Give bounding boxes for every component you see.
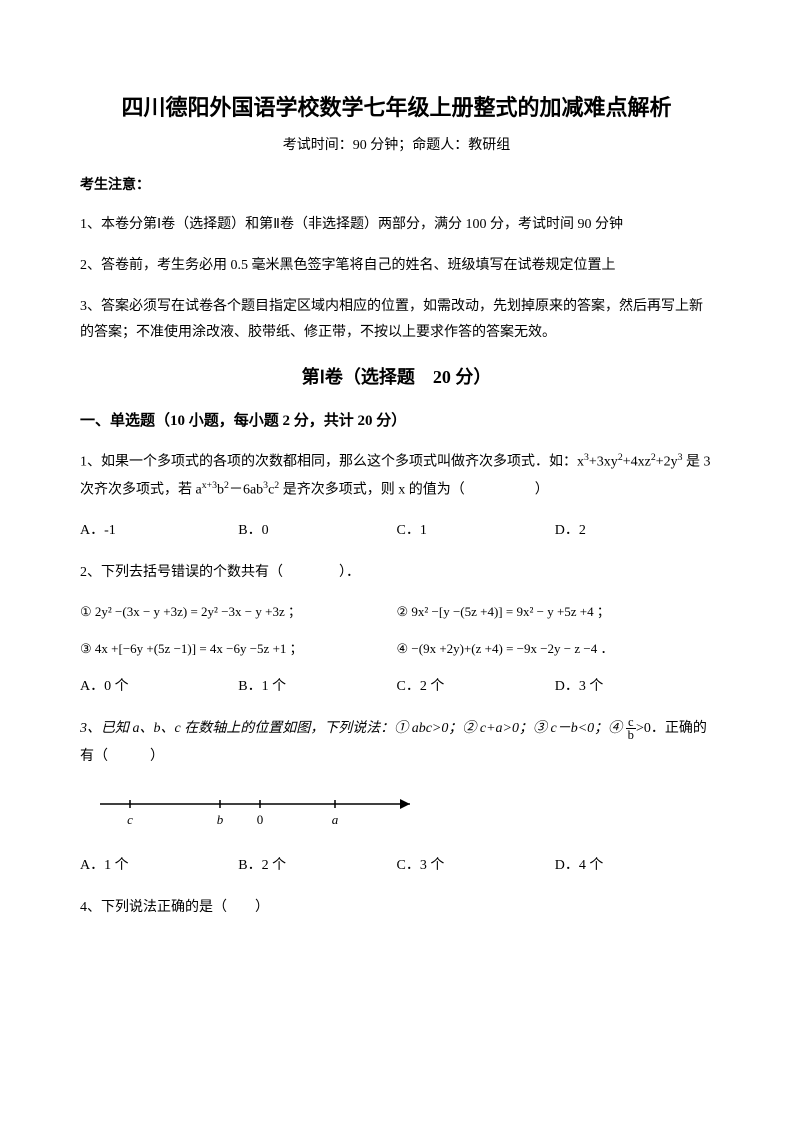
q2-eq-3: ③ 4x +[−6y +(5z −1)] = 4x −6y −5z +1 ； bbox=[80, 638, 397, 657]
q1-text-4: +2y bbox=[656, 454, 678, 469]
q2-eq-1: ① 2y² −(3x − y +3z) = 2y² −3x − y +3z ； bbox=[80, 601, 397, 620]
q1-text-1: 1、如果一个多项式的各项的次数都相同，那么这个多项式叫做齐次多项式．如：x bbox=[80, 454, 584, 469]
q2-equations-row-2: ③ 4x +[−6y +(5z −1)] = 4x −6y −5z +1 ； ④… bbox=[80, 638, 713, 657]
number-line-diagram: c b 0 a bbox=[90, 789, 713, 834]
q1-text-9: 是齐次多项式，则 x 的值为（ ） bbox=[279, 483, 549, 498]
q1-text-7: －6ab bbox=[229, 483, 263, 498]
tick-label-b: b bbox=[217, 812, 224, 827]
q2-option-c: C．2 个 bbox=[397, 675, 555, 695]
q1-option-d: D．2 bbox=[555, 519, 713, 539]
q3-fraction: cb bbox=[626, 716, 636, 742]
notice-item-2: 2、答卷前，考生务必用 0.5 毫米黑色签字笔将自己的姓名、班级填写在试卷规定位… bbox=[80, 253, 713, 278]
section-title: 第Ⅰ卷（选择题 20 分） bbox=[80, 363, 713, 389]
question-3: 3、已知 a、b、c 在数轴上的位置如图，下列说法：① abc>0；② c+a>… bbox=[80, 715, 713, 771]
q2-option-d: D．3 个 bbox=[555, 675, 713, 695]
q1-text-3: +4xz bbox=[623, 454, 651, 469]
q2-option-a: A．0 个 bbox=[80, 675, 238, 695]
q2-equations-row-1: ① 2y² −(3x − y +3z) = 2y² −3x − y +3z ； … bbox=[80, 601, 713, 620]
q1-text-2: +3xy bbox=[589, 454, 618, 469]
question-2-options: A．0 个 B．1 个 C．2 个 D．3 个 bbox=[80, 675, 713, 695]
notice-item-1: 1、本卷分第Ⅰ卷（选择题）和第Ⅱ卷（非选择题）两部分，满分 100 分，考试时间… bbox=[80, 212, 713, 237]
q1-option-b: B．0 bbox=[238, 519, 396, 539]
q3-option-b: B．2 个 bbox=[238, 854, 396, 874]
question-2: 2、下列去括号错误的个数共有（ ）． bbox=[80, 559, 713, 587]
subtitle: 考试时间：90 分钟；命题人：教研组 bbox=[80, 134, 713, 154]
q2-eq-4: ④ −(9x +2y)+(z +4) = −9x −2y − z −4 ． bbox=[397, 638, 714, 657]
q3-text-1: 3、已知 a、b、c 在数轴上的位置如图，下列说法：① abc>0；② c+a>… bbox=[80, 721, 626, 736]
tick-label-c: c bbox=[127, 812, 133, 827]
page-title: 四川德阳外国语学校数学七年级上册整式的加减难点解析 bbox=[80, 90, 713, 122]
notice-item-3: 3、答案必须写在试卷各个题目指定区域内相应的位置，如需改动，先划掉原来的答案，然… bbox=[80, 294, 713, 344]
q2-option-b: B．1 个 bbox=[238, 675, 396, 695]
q1-option-c: C．1 bbox=[397, 519, 555, 539]
q3-option-c: C．3 个 bbox=[397, 854, 555, 874]
subsection-title: 一、单选题（10 小题，每小题 2 分，共计 20 分） bbox=[80, 409, 713, 430]
q1-option-a: A．-1 bbox=[80, 519, 238, 539]
question-3-options: A．1 个 B．2 个 C．3 个 D．4 个 bbox=[80, 854, 713, 874]
tick-label-0: 0 bbox=[257, 812, 264, 827]
number-line-arrow bbox=[400, 799, 410, 809]
number-line-svg: c b 0 a bbox=[90, 789, 430, 834]
question-1-options: A．-1 B．0 C．1 D．2 bbox=[80, 519, 713, 539]
tick-label-a: a bbox=[332, 812, 339, 827]
question-4: 4、下列说法正确的是（ ） bbox=[80, 894, 713, 922]
q2-eq-2: ② 9x² −[y −(5z +4)] = 9x² − y +5z +4 ； bbox=[397, 601, 714, 620]
question-1: 1、如果一个多项式的各项的次数都相同，那么这个多项式叫做齐次多项式．如：x3+3… bbox=[80, 448, 713, 505]
q3-option-d: D．4 个 bbox=[555, 854, 713, 874]
q3-option-a: A．1 个 bbox=[80, 854, 238, 874]
q1-text-6: b bbox=[217, 483, 224, 498]
notice-header: 考生注意： bbox=[80, 174, 713, 194]
q3-frac-den: b bbox=[626, 729, 636, 742]
q3-frac-num: c bbox=[626, 716, 636, 730]
